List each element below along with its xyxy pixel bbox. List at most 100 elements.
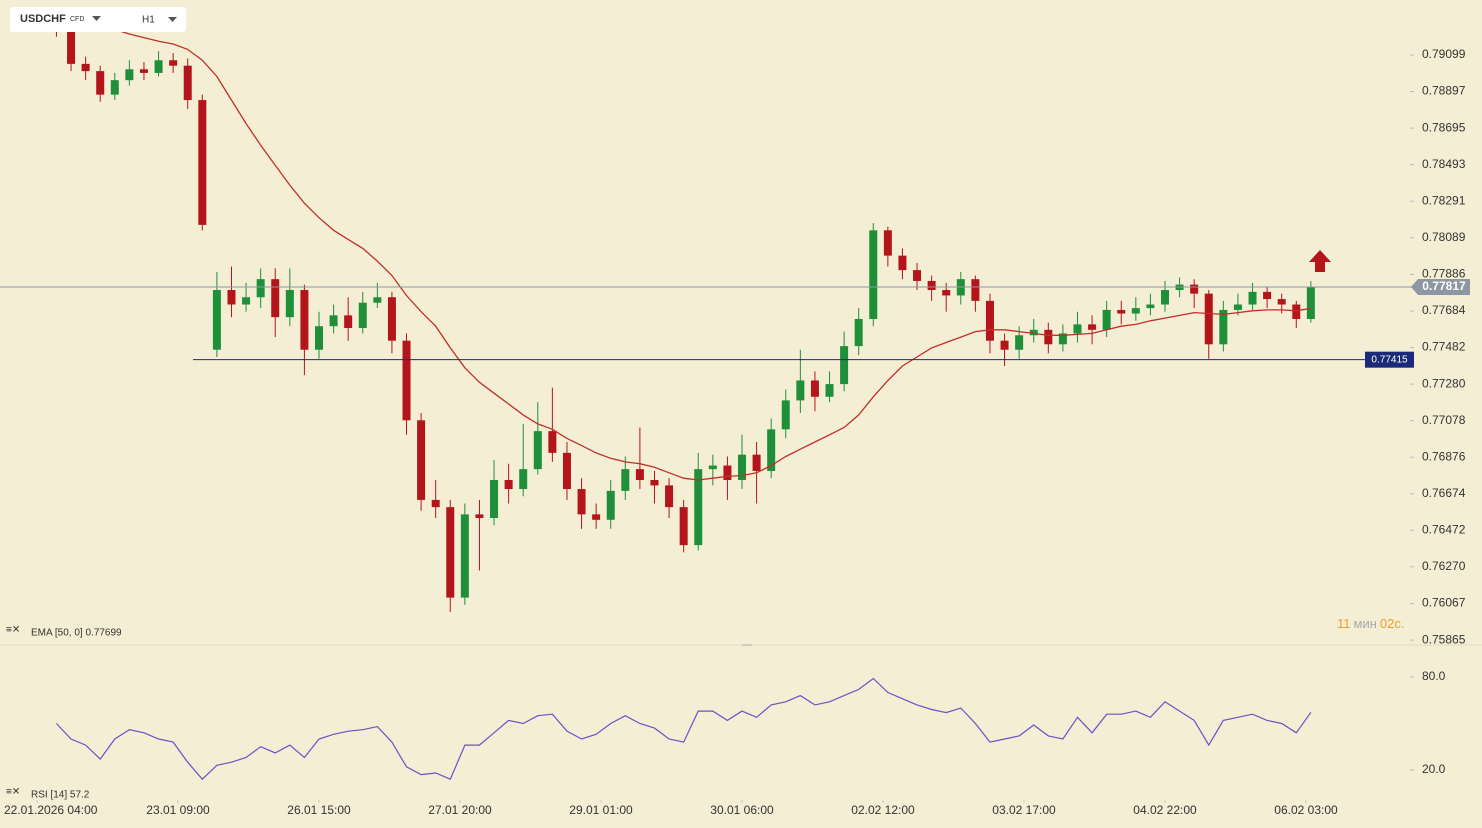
candle-body bbox=[460, 514, 469, 598]
candle-body bbox=[1146, 304, 1155, 309]
x-tick-label: 22.01.2026 04:00 bbox=[4, 803, 98, 817]
timer-minutes: 11 bbox=[1337, 616, 1351, 631]
candle-body bbox=[1073, 324, 1082, 334]
candle-body bbox=[898, 255, 907, 271]
level-label: 0.77415 bbox=[1371, 354, 1408, 365]
y-tick-label: 0.79099 bbox=[1422, 47, 1466, 61]
candle-body bbox=[1277, 299, 1286, 305]
y-tick-label: 0.77886 bbox=[1422, 267, 1466, 281]
candle-body bbox=[183, 65, 192, 101]
candle-body bbox=[169, 60, 178, 66]
candle-body bbox=[985, 300, 994, 341]
candle-body bbox=[1088, 324, 1097, 330]
candle-body bbox=[533, 431, 542, 470]
candle-body bbox=[665, 485, 674, 508]
last-price-label: 0.77817 bbox=[1422, 279, 1466, 293]
ema-label: EMA [50, 0] 0.77699 bbox=[31, 628, 122, 639]
candle-body bbox=[796, 380, 805, 401]
legend-icon[interactable]: ≡✕ bbox=[6, 625, 20, 636]
axes: 0.79099 0.78897 0.78695 0.78493 0.78291 0.780… bbox=[4, 47, 1466, 817]
ema-legend: ≡✕ EMA [50, 0] 0.77699 bbox=[6, 625, 122, 639]
y-tick-label: 0.76472 bbox=[1422, 522, 1466, 536]
timer-seconds-unit: с. bbox=[1394, 616, 1404, 631]
y-tick-label: 80.0 bbox=[1422, 669, 1446, 683]
candle-body bbox=[1248, 291, 1257, 305]
candle-body bbox=[358, 302, 367, 329]
last-price-label-bg bbox=[1411, 278, 1470, 295]
candle-body bbox=[1058, 333, 1067, 345]
up-arrow-signal bbox=[1309, 250, 1331, 272]
candle-body bbox=[110, 80, 119, 95]
candle-body bbox=[300, 290, 309, 350]
candle-body bbox=[315, 326, 324, 350]
rsi-legend: ≡✕ RSI [14] 57.2 bbox=[6, 787, 90, 801]
candle-body bbox=[212, 290, 221, 350]
y-tick-label: 0.77684 bbox=[1422, 303, 1466, 317]
candle-body bbox=[1219, 309, 1228, 345]
level-label-bg bbox=[1365, 351, 1414, 368]
symbol-box[interactable]: USDCHF CFD H1 bbox=[10, 7, 186, 32]
symbol-box-bg bbox=[10, 7, 186, 32]
candle-body bbox=[810, 380, 819, 397]
candle-body bbox=[490, 479, 499, 518]
candle-body bbox=[883, 230, 892, 256]
candle-body bbox=[781, 400, 790, 430]
candle-body bbox=[621, 469, 630, 491]
candle-body bbox=[1233, 304, 1242, 310]
timer: 11 мин 02с. bbox=[1337, 616, 1404, 631]
candle-body bbox=[1015, 335, 1024, 350]
dropdown-arrow[interactable] bbox=[168, 17, 177, 22]
x-tick-label: 06.02 03:00 bbox=[1274, 803, 1338, 817]
legend-icon[interactable]: ≡✕ bbox=[6, 787, 20, 798]
candle-body bbox=[1000, 340, 1009, 350]
y-tick-label: 0.78089 bbox=[1422, 230, 1466, 244]
candle-body bbox=[679, 507, 688, 546]
candle-body bbox=[402, 340, 411, 421]
candle-body bbox=[942, 290, 951, 296]
ema-line bbox=[56, 12, 1312, 481]
candle-body bbox=[1263, 291, 1272, 300]
x-tick-label: 02.02 12:00 bbox=[851, 803, 915, 817]
candle-body bbox=[475, 514, 484, 518]
candle-body bbox=[242, 297, 251, 305]
rsi-line bbox=[55, 677, 1312, 781]
candle-body bbox=[635, 469, 644, 480]
timer-minutes-unit: мин bbox=[1354, 616, 1377, 631]
x-tick-label: 27.01 20:00 bbox=[428, 803, 492, 817]
x-tick-label: 29.01 01:00 bbox=[569, 803, 633, 817]
candle-body bbox=[1131, 308, 1140, 314]
candle-body bbox=[417, 420, 426, 500]
x-tick-label: 30.01 06:00 bbox=[710, 803, 774, 817]
timeframe: H1 bbox=[142, 15, 155, 26]
candle-body bbox=[840, 346, 849, 385]
candle-body bbox=[329, 315, 338, 327]
candle-body bbox=[344, 315, 353, 329]
candle-body bbox=[577, 489, 586, 515]
candle-body bbox=[825, 384, 834, 397]
candle-body bbox=[198, 100, 207, 225]
dropdown-arrow[interactable] bbox=[92, 16, 101, 21]
candle-body bbox=[154, 60, 163, 73]
candle-body bbox=[96, 71, 105, 95]
instrument-type: CFD bbox=[70, 16, 84, 23]
candle-body bbox=[1117, 309, 1126, 314]
y-tick-label: 0.78291 bbox=[1422, 193, 1466, 207]
candle-body bbox=[387, 297, 396, 341]
candle-body bbox=[1161, 290, 1170, 305]
y-tick-label: 0.78695 bbox=[1422, 120, 1466, 134]
candle-body bbox=[606, 490, 615, 520]
candle-body bbox=[723, 465, 732, 480]
candle-body bbox=[271, 279, 280, 318]
y-tick-label: 0.78493 bbox=[1422, 157, 1466, 171]
candle-body bbox=[971, 279, 980, 301]
candle-body bbox=[650, 479, 659, 486]
candle-body bbox=[752, 454, 761, 471]
candle-body bbox=[548, 431, 557, 453]
candle-body bbox=[519, 469, 528, 490]
candle-body bbox=[592, 514, 601, 520]
y-tick-label: 0.77280 bbox=[1422, 376, 1466, 390]
x-tick-label: 04.02 22:00 bbox=[1133, 803, 1197, 817]
y-tick-label: 0.76674 bbox=[1422, 486, 1466, 500]
